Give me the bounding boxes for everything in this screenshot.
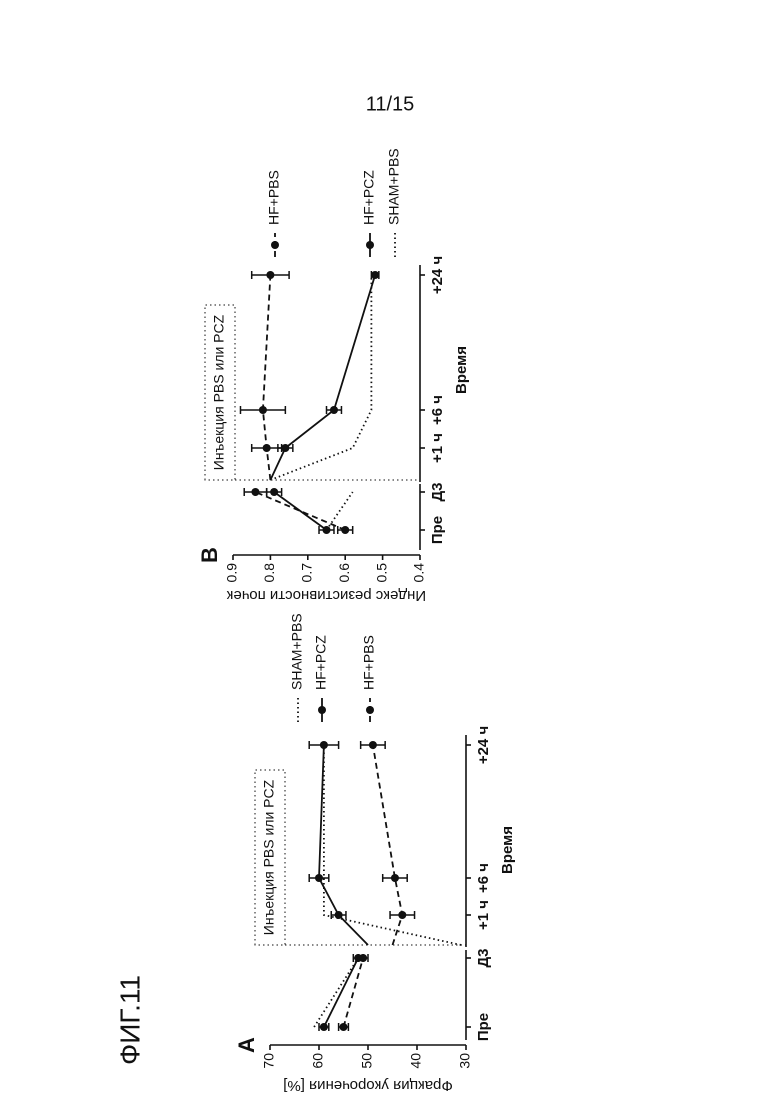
y-tick-label: 0.7 (299, 563, 315, 583)
legend-label: HF+PBS (266, 170, 282, 225)
legend-label: SHAM+PBS (289, 613, 305, 690)
point (340, 1023, 348, 1031)
point (259, 406, 267, 414)
x-tick-label: Д3 (429, 482, 446, 501)
x-axis-title: Время (499, 826, 516, 874)
x-tick-label: Д3 (475, 948, 492, 967)
x-tick-label: Пре (429, 516, 446, 544)
chart: B 0.4 0.5 0.6 0.7 0.8 0.9 Индекс резистивности … (197, 148, 470, 604)
point (266, 271, 274, 279)
page: 11/15 ФИГ.11 A 30 40 50 60 70 Фракция укорочен… (0, 0, 780, 1103)
point (251, 488, 259, 496)
point (398, 911, 406, 919)
legend-label: SHAM+PBS (386, 148, 402, 225)
y-tick-label: 0.8 (261, 563, 277, 583)
point (391, 874, 399, 882)
panel-label: B (197, 547, 222, 563)
panel-label: A (234, 1037, 259, 1053)
y-axis-title: Фракция укорочения [%] (283, 1077, 453, 1094)
point (330, 406, 338, 414)
point (369, 741, 377, 749)
point (270, 488, 278, 496)
y-axis-title: Индекс резистивности почек (226, 587, 426, 604)
series-line (274, 492, 326, 530)
point (341, 526, 349, 534)
legend-marker (366, 706, 374, 714)
annotation: Инъекция PBS или PCZ (211, 314, 227, 470)
figure-label: ФИГ.11 (114, 975, 145, 1065)
point (315, 874, 323, 882)
legend-marker (318, 706, 326, 714)
y-tick-label: 50 (359, 1053, 375, 1069)
point (359, 954, 367, 962)
x-tick-label: +24 ч (429, 256, 446, 294)
legend-label: HF+PCZ (361, 170, 377, 225)
y-tick-label: 60 (310, 1053, 326, 1069)
x-tick-label: +6 ч (429, 395, 446, 425)
y-tick-label: 70 (261, 1053, 277, 1069)
point (281, 444, 289, 452)
series-line (314, 958, 358, 1027)
y-tick-label: 0.9 (224, 563, 240, 583)
y-tick-label: 40 (408, 1053, 424, 1069)
legend-marker (271, 241, 279, 249)
x-axis-title: Время (453, 346, 470, 394)
page-number: 11/15 (366, 93, 415, 115)
x-tick-label: +24 ч (475, 726, 492, 764)
point (320, 1023, 328, 1031)
annotation: Инъекция PBS или PCZ (261, 779, 277, 935)
legend-marker (366, 241, 374, 249)
y-tick-label: 0.5 (373, 563, 389, 583)
y-tick-label: 30 (457, 1053, 473, 1069)
x-tick-label: +1 ч (475, 900, 492, 930)
y-tick-label: 0.6 (336, 563, 352, 583)
point (320, 741, 328, 749)
x-tick-label: +1 ч (429, 433, 446, 463)
y-tick-label: 0.4 (411, 563, 427, 583)
x-tick-label: Пре (475, 1013, 492, 1041)
point (371, 271, 379, 279)
x-tick-label: +6 ч (475, 863, 492, 893)
legend-label: HF+PBS (361, 635, 377, 690)
legend-label: HF+PCZ (313, 635, 329, 690)
point (263, 444, 271, 452)
chart: A 30 40 50 60 70 Фракция укорочения [%] Пре Д3 +1… (234, 613, 516, 1094)
point (335, 911, 343, 919)
